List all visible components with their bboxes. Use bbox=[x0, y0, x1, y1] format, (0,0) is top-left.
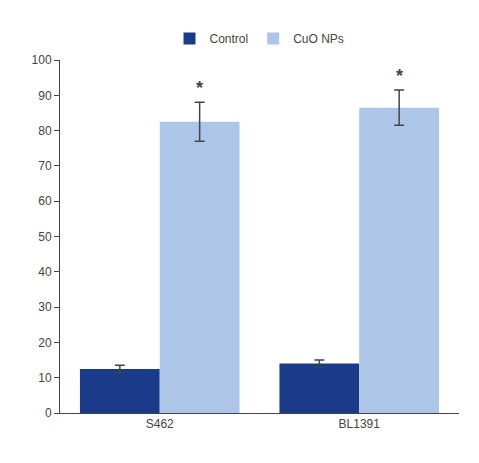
svg-text:30: 30 bbox=[38, 300, 52, 314]
svg-text:100: 100 bbox=[32, 53, 52, 67]
svg-text:20: 20 bbox=[38, 336, 52, 350]
svg-text:*: * bbox=[396, 66, 403, 86]
svg-text:90: 90 bbox=[38, 89, 52, 103]
svg-text:10: 10 bbox=[38, 371, 52, 385]
svg-text:60: 60 bbox=[38, 194, 52, 208]
svg-text:BL1391: BL1391 bbox=[339, 417, 381, 431]
svg-text:*: * bbox=[196, 78, 203, 98]
svg-text:50: 50 bbox=[38, 230, 52, 244]
svg-text:40: 40 bbox=[38, 265, 52, 279]
svg-text:0: 0 bbox=[45, 406, 52, 420]
svg-text:Control: Control bbox=[210, 32, 249, 46]
svg-text:S462: S462 bbox=[146, 417, 174, 431]
svg-text:70: 70 bbox=[38, 159, 52, 173]
svg-text:80: 80 bbox=[38, 124, 52, 138]
svg-text:CuO NPs: CuO NPs bbox=[293, 32, 344, 46]
